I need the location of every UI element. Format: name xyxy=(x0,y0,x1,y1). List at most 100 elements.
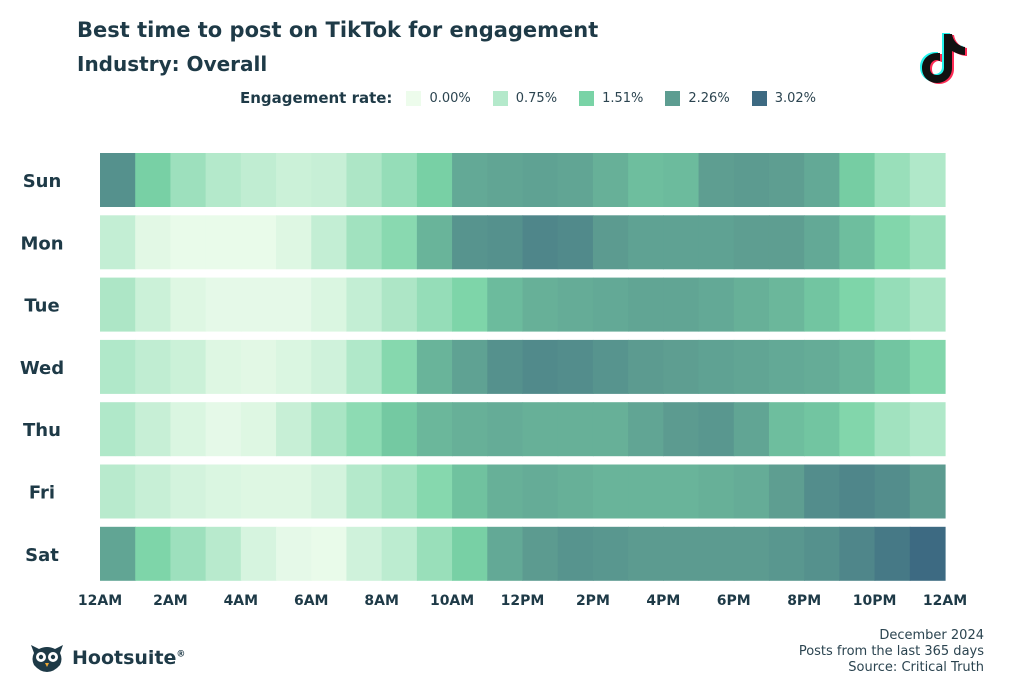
heatmap-cell xyxy=(452,526,488,581)
heatmap-cell xyxy=(909,215,946,270)
heatmap-cell xyxy=(135,464,172,519)
heatmap-cell xyxy=(381,277,418,332)
heatmap-cell xyxy=(100,153,136,207)
heatmap-cell xyxy=(100,464,136,519)
heatmap-cell xyxy=(487,277,524,332)
heatmap-cell xyxy=(170,464,207,519)
heatmap-cell xyxy=(135,215,172,270)
heatmap-cell xyxy=(346,526,383,581)
heatmap-cell xyxy=(311,402,348,457)
heatmap-cell xyxy=(698,526,735,581)
heatmap-cell xyxy=(874,153,911,207)
footnote-scope: Posts from the last 365 days xyxy=(798,644,984,659)
legend-item: 0.00% xyxy=(406,90,471,106)
heatmap-cell xyxy=(452,464,488,519)
x-tick-label: 4PM xyxy=(646,593,680,609)
heatmap-cell xyxy=(628,402,664,457)
heatmap-cell xyxy=(663,526,700,581)
heatmap-cell xyxy=(663,153,700,207)
heatmap-cell xyxy=(698,153,735,207)
heatmap-cell xyxy=(909,402,946,457)
heatmap-cell xyxy=(100,277,136,332)
heatmap-cell xyxy=(240,464,277,519)
heatmap-cell xyxy=(804,153,840,207)
heatmap-cell xyxy=(557,277,594,332)
heatmap-cell xyxy=(522,277,559,332)
heatmap-cell xyxy=(663,277,700,332)
heatmap-cell xyxy=(100,339,136,394)
x-tick-label: 12AM xyxy=(78,593,122,609)
heatmap-cell xyxy=(205,402,242,457)
legend: Engagement rate: 0.00% 0.75% 1.51% 2.26%… xyxy=(240,88,838,108)
legend-swatch xyxy=(492,90,508,106)
chart-subtitle: Industry: Overall xyxy=(77,52,268,76)
heatmap-cell xyxy=(170,339,207,394)
heatmap-cell xyxy=(804,402,840,457)
legend-item: 1.51% xyxy=(579,90,643,106)
heatmap-cell xyxy=(276,402,312,457)
tiktok-logo-icon xyxy=(910,26,972,88)
heatmap-cell xyxy=(592,402,629,457)
heatmap-cell xyxy=(733,339,770,394)
heatmap-cell xyxy=(909,153,946,207)
heatmap-cell xyxy=(522,402,559,457)
heatmap-cell xyxy=(874,277,911,332)
heatmap-cell xyxy=(557,215,594,270)
heatmap-cell xyxy=(909,339,946,394)
heatmap-cell xyxy=(276,153,312,207)
heatmap-cell xyxy=(874,339,911,394)
heatmap-cell xyxy=(487,464,524,519)
heatmap-cell xyxy=(170,215,207,270)
heatmap-cell xyxy=(311,526,348,581)
heatmap-cell xyxy=(628,339,664,394)
heatmap-cell xyxy=(733,153,770,207)
heatmap-cell xyxy=(733,277,770,332)
heatmap-cell xyxy=(452,402,488,457)
legend-swatch xyxy=(579,90,595,106)
heatmap-cell xyxy=(311,277,348,332)
heatmap-cell xyxy=(487,526,524,581)
brand-name: Hootsuite® xyxy=(72,647,186,669)
heatmap-cell xyxy=(452,339,488,394)
heatmap-cell xyxy=(416,339,453,394)
heatmap-cell xyxy=(276,215,312,270)
heatmap-cell xyxy=(170,153,207,207)
row-label-wed: Wed xyxy=(20,358,64,379)
x-tick-label: 2PM xyxy=(576,593,610,609)
heatmap-cell xyxy=(839,215,876,270)
legend-label: 2.26% xyxy=(688,90,730,106)
heatmap-cell xyxy=(240,402,277,457)
heatmap-cell xyxy=(276,277,312,332)
heatmap-cell xyxy=(276,464,312,519)
legend-swatch xyxy=(665,90,681,106)
row-label-sat: Sat xyxy=(25,545,59,566)
heatmap-cell xyxy=(170,526,207,581)
heatmap-cell xyxy=(135,526,172,581)
heatmap-cell xyxy=(628,277,664,332)
heatmap-cell xyxy=(874,215,911,270)
x-tick-label: 10PM xyxy=(853,593,897,609)
heatmap-cell xyxy=(487,339,524,394)
heatmap-cell xyxy=(557,402,594,457)
heatmap-cell xyxy=(100,402,136,457)
row-label-fri: Fri xyxy=(29,483,55,504)
heatmap-cell xyxy=(170,277,207,332)
heatmap-cell xyxy=(522,215,559,270)
heatmap-cell xyxy=(205,277,242,332)
row-label-thu: Thu xyxy=(23,420,61,441)
heatmap-cell xyxy=(381,215,418,270)
legend-item: 2.26% xyxy=(665,90,730,106)
heatmap-cell xyxy=(557,464,594,519)
heatmap-cell xyxy=(874,526,911,581)
heatmap-cell xyxy=(452,215,488,270)
legend-swatch xyxy=(751,90,767,106)
heatmap-cell xyxy=(733,526,770,581)
footnote-date: December 2024 xyxy=(879,628,984,643)
heatmap-cell xyxy=(592,277,629,332)
heatmap-cell xyxy=(768,153,805,207)
heatmap-cell xyxy=(663,464,700,519)
heatmap-cell xyxy=(557,153,594,207)
heatmap-cell xyxy=(592,464,629,519)
heatmap-cell xyxy=(240,526,277,581)
x-tick-label: 8PM xyxy=(787,593,821,609)
